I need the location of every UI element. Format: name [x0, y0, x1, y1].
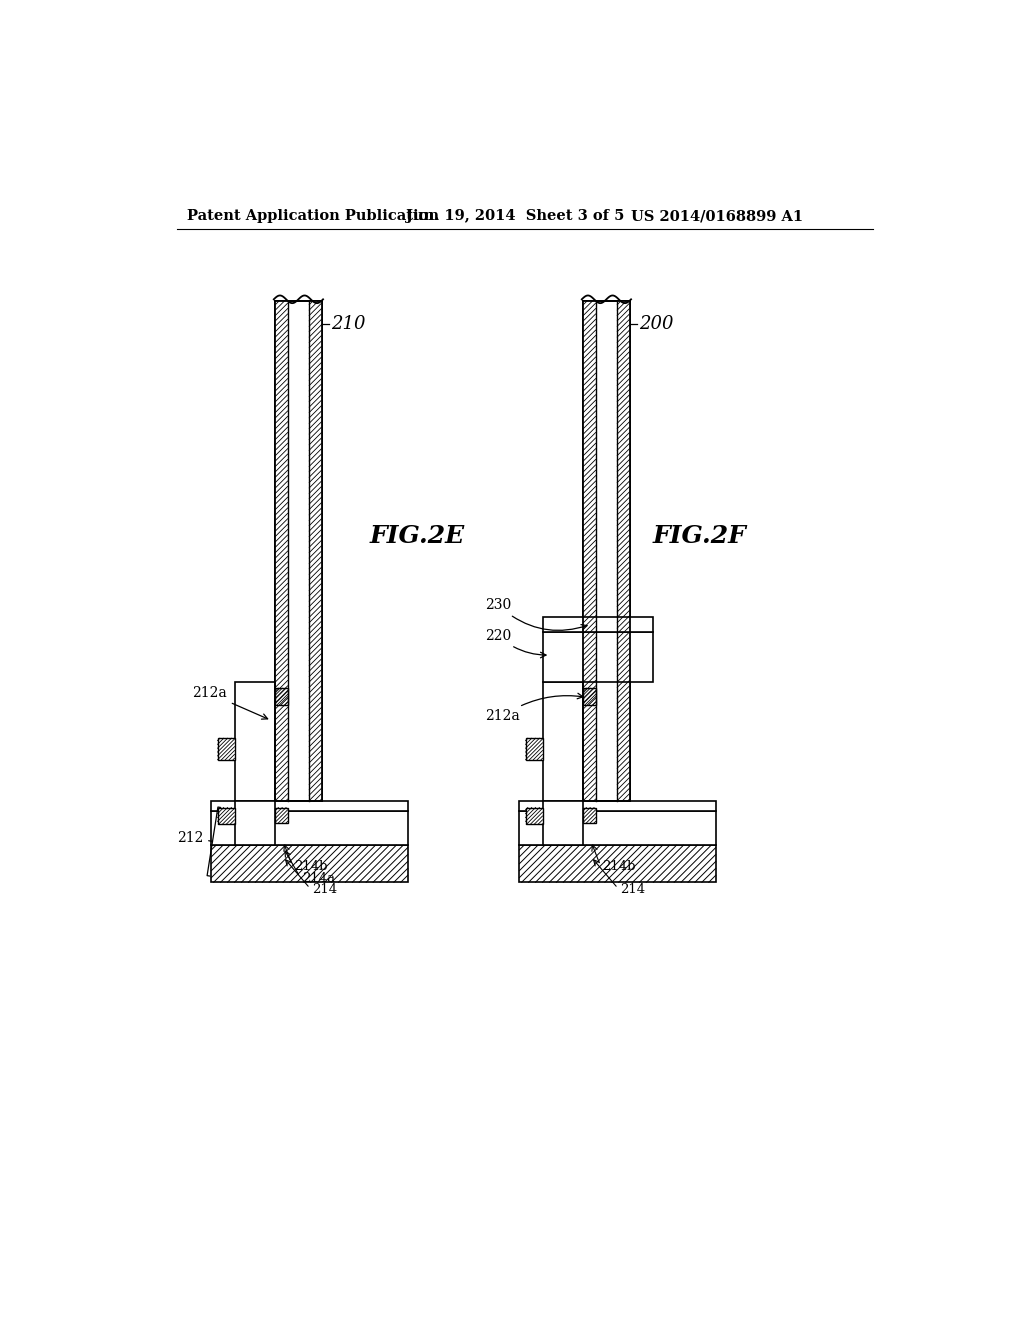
Bar	[211, 810, 408, 845]
Bar	[584, 808, 596, 822]
Text: 214a: 214a	[302, 871, 336, 884]
Text: 230: 230	[484, 598, 587, 631]
Bar	[217, 808, 234, 825]
Text: 212: 212	[177, 807, 221, 876]
Bar	[525, 738, 543, 760]
Text: 200: 200	[639, 315, 673, 333]
Text: 214b: 214b	[602, 861, 636, 874]
Bar	[275, 301, 288, 801]
Text: 212a: 212a	[484, 693, 583, 723]
Text: 214: 214	[621, 883, 645, 896]
Text: 214: 214	[312, 883, 337, 896]
Text: Jun. 19, 2014  Sheet 3 of 5: Jun. 19, 2014 Sheet 3 of 5	[407, 209, 625, 223]
Text: FIG.2F: FIG.2F	[652, 524, 746, 548]
Bar	[617, 301, 630, 801]
Bar	[309, 301, 322, 801]
Bar	[275, 301, 322, 801]
Bar	[543, 801, 584, 845]
Bar	[211, 801, 408, 810]
Text: FIG.2E: FIG.2E	[370, 524, 465, 548]
Bar	[525, 808, 543, 825]
Bar	[543, 616, 652, 632]
Bar	[275, 688, 288, 705]
Text: Patent Application Publication: Patent Application Publication	[186, 209, 438, 223]
Bar	[584, 688, 596, 705]
Text: 220: 220	[484, 628, 546, 657]
Bar	[275, 808, 288, 822]
Bar	[211, 845, 408, 882]
Bar	[519, 810, 716, 845]
Bar	[543, 682, 584, 801]
Text: 214b: 214b	[295, 861, 328, 874]
Bar	[519, 845, 716, 882]
Bar	[234, 682, 275, 801]
Text: 210: 210	[331, 315, 366, 333]
Bar	[217, 738, 234, 760]
Bar	[234, 801, 275, 845]
Bar	[519, 801, 716, 810]
Text: US 2014/0168899 A1: US 2014/0168899 A1	[631, 209, 803, 223]
Bar	[584, 301, 596, 801]
Text: 212a: 212a	[193, 686, 267, 719]
Bar	[584, 301, 630, 801]
Bar	[543, 632, 652, 682]
